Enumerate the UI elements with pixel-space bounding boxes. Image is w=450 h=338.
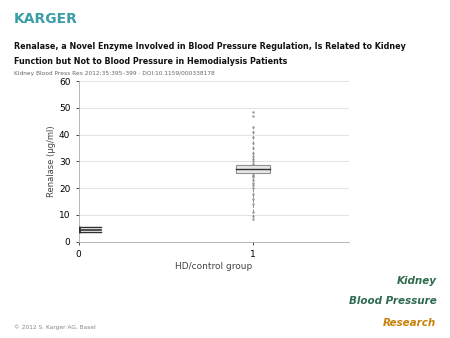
Text: Blood Pressure: Blood Pressure bbox=[349, 296, 436, 306]
Y-axis label: Renalase (µg/ml): Renalase (µg/ml) bbox=[47, 126, 56, 197]
Text: Kidney Blood Press Res 2012;35:395–399 · DOI:10.1159/000338178: Kidney Blood Press Res 2012;35:395–399 ·… bbox=[14, 71, 214, 76]
Text: © 2012 S. Karger AG, Basel: © 2012 S. Karger AG, Basel bbox=[14, 324, 95, 330]
Text: Function but Not to Blood Pressure in Hemodialysis Patients: Function but Not to Blood Pressure in He… bbox=[14, 57, 287, 67]
Text: KARGER: KARGER bbox=[14, 12, 77, 26]
Bar bbox=[235, 165, 270, 173]
Text: Renalase, a Novel Enzyme Involved in Blood Pressure Regulation, Is Related to Ki: Renalase, a Novel Enzyme Involved in Blo… bbox=[14, 42, 405, 51]
X-axis label: HD/control group: HD/control group bbox=[175, 262, 252, 271]
Text: Research: Research bbox=[383, 318, 436, 328]
Text: Kidney: Kidney bbox=[396, 275, 436, 286]
